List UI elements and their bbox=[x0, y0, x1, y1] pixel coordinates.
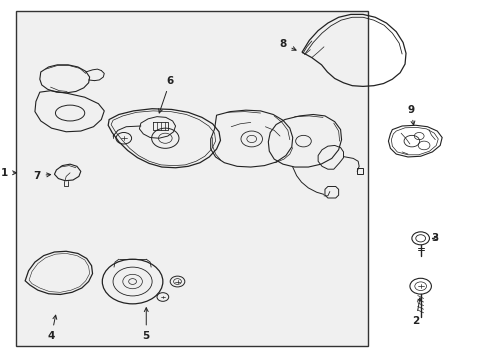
Text: 1: 1 bbox=[0, 168, 17, 178]
Text: 5: 5 bbox=[143, 308, 150, 341]
Text: 2: 2 bbox=[412, 298, 421, 326]
Text: 8: 8 bbox=[279, 39, 296, 50]
Text: 4: 4 bbox=[48, 315, 57, 341]
Text: 3: 3 bbox=[432, 233, 439, 243]
Text: 6: 6 bbox=[159, 76, 174, 113]
Bar bbox=[16, 11, 368, 346]
Text: 7: 7 bbox=[33, 171, 50, 181]
Text: 9: 9 bbox=[407, 105, 415, 125]
